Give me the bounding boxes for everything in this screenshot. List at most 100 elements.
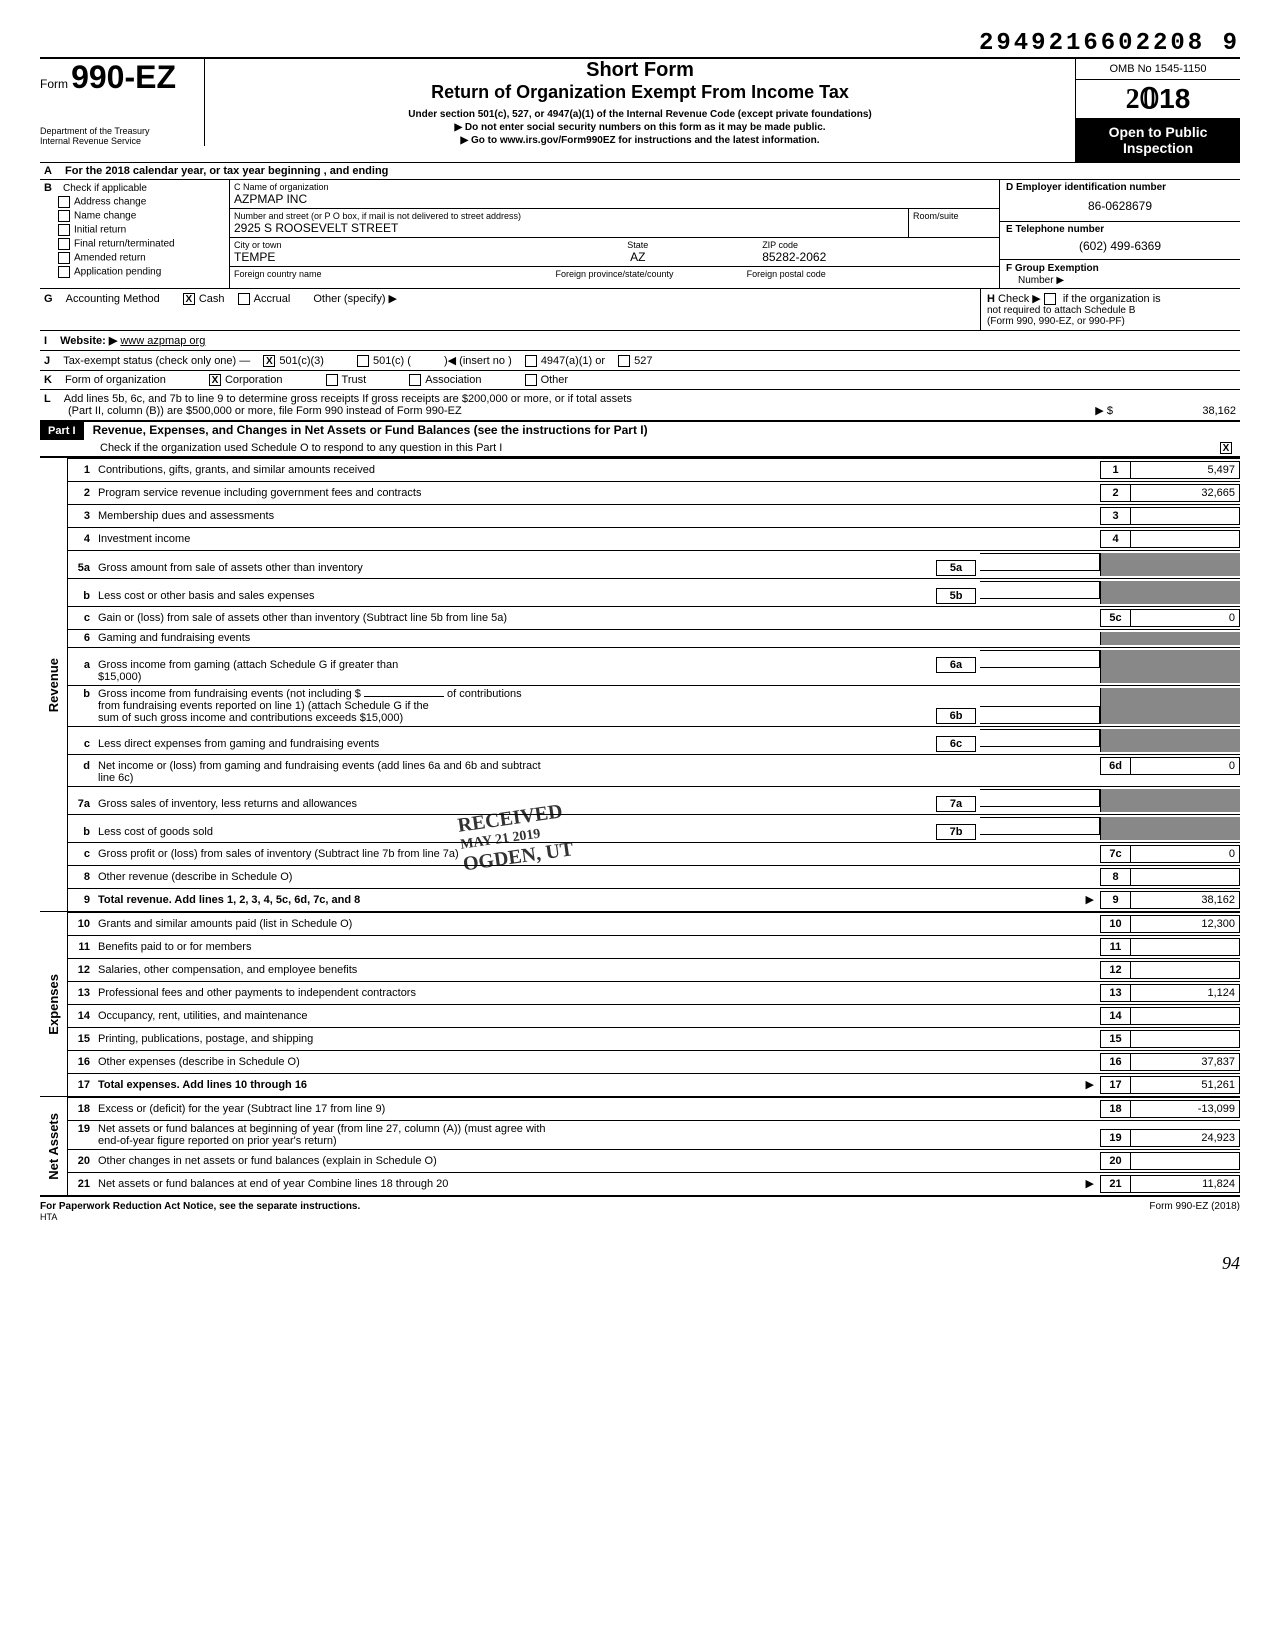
501c-other-label: 501(c) ( bbox=[373, 355, 411, 367]
foreign-postal-label: Foreign postal code bbox=[743, 267, 999, 281]
chk-initial-return[interactable] bbox=[58, 224, 70, 236]
title-sub3: ▶ Go to www.irs.gov/Form990EZ for instru… bbox=[225, 135, 1055, 146]
opt-name-change: Name change bbox=[74, 211, 136, 222]
line-d: dNet income or (loss) from gaming and fu… bbox=[68, 754, 1240, 786]
street-value: 2925 S ROOSEVELT STREET bbox=[234, 221, 904, 235]
chk-4947[interactable] bbox=[525, 355, 537, 367]
other-org-label: Other bbox=[541, 374, 569, 386]
chk-other-org[interactable] bbox=[525, 374, 537, 386]
chk-corporation[interactable]: X bbox=[209, 374, 221, 386]
section-b-letter: B bbox=[44, 182, 52, 194]
cash-label: Cash bbox=[199, 293, 225, 305]
form-number: 990-EZ bbox=[71, 59, 176, 95]
chk-application-pending[interactable] bbox=[58, 266, 70, 278]
l-letter: L bbox=[44, 393, 51, 405]
opt-amended-return: Amended return bbox=[74, 253, 146, 264]
assoc-label: Association bbox=[425, 374, 481, 386]
line-10: 10Grants and similar amounts paid (list … bbox=[68, 912, 1240, 935]
chk-trust[interactable] bbox=[326, 374, 338, 386]
k-letter: K bbox=[44, 374, 52, 386]
tax-year: 2𝟘201818 bbox=[1076, 80, 1240, 118]
l-value: 38,162 bbox=[1116, 405, 1236, 417]
other-specify: Other (specify) ▶ bbox=[313, 293, 397, 305]
chk-final-return[interactable] bbox=[58, 238, 70, 250]
d-label: D Employer identification number bbox=[1006, 182, 1234, 193]
line-11: 11Benefits paid to or for members11 bbox=[68, 935, 1240, 958]
line-7a: 7aGross sales of inventory, less returns… bbox=[68, 786, 1240, 814]
line-b: bLess cost or other basis and sales expe… bbox=[68, 578, 1240, 606]
chk-schedule-o[interactable]: X bbox=[1220, 442, 1232, 454]
foreign-country-label: Foreign country name bbox=[230, 267, 486, 281]
line-13: 13Professional fees and other payments t… bbox=[68, 981, 1240, 1004]
netassets-section-label: Net Assets bbox=[44, 1103, 63, 1190]
e-label: E Telephone number bbox=[1006, 224, 1234, 235]
part1-sub: Check if the organization used Schedule … bbox=[100, 442, 502, 454]
dept-line2: Internal Revenue Service bbox=[40, 136, 194, 146]
line-5a: 5aGross amount from sale of assets other… bbox=[68, 550, 1240, 578]
title-block: Short Form Return of Organization Exempt… bbox=[215, 59, 1065, 148]
line-b: bLess cost of goods sold7b bbox=[68, 814, 1240, 842]
line-a-text: For the 2018 calendar year, or tax year … bbox=[65, 165, 388, 177]
phone-value: (602) 499-6369 bbox=[1006, 235, 1234, 257]
title-sub2: ▶ Do not enter social security numbers o… bbox=[225, 122, 1055, 133]
revenue-section-label: Revenue bbox=[44, 648, 63, 722]
c-label: C Name of organization bbox=[234, 182, 995, 192]
l-arrow: ▶ $ bbox=[1095, 405, 1113, 417]
line-20: 20Other changes in net assets or fund ba… bbox=[68, 1149, 1240, 1172]
expenses-section-label: Expenses bbox=[44, 964, 63, 1045]
dept-line1: Department of the Treasury bbox=[40, 126, 194, 136]
tracking-number: 2949216602208 9 bbox=[40, 30, 1240, 57]
section-b-title: Check if applicable bbox=[63, 183, 147, 194]
website-value: www azpmap org bbox=[120, 335, 205, 347]
line-15: 15Printing, publications, postage, and s… bbox=[68, 1027, 1240, 1050]
chk-501c-other[interactable] bbox=[357, 355, 369, 367]
omb-number: OMB No 1545-1150 bbox=[1076, 59, 1240, 80]
h-letter: H bbox=[987, 293, 995, 305]
chk-name-change[interactable] bbox=[58, 210, 70, 222]
line-18: 18Excess or (deficit) for the year (Subt… bbox=[68, 1097, 1240, 1120]
g-letter: G bbox=[44, 293, 53, 305]
line-4: 4Investment income4 bbox=[68, 527, 1240, 550]
org-name: AZPMAP INC bbox=[234, 192, 995, 206]
trust-label: Trust bbox=[342, 374, 367, 386]
chk-cash[interactable]: X bbox=[183, 293, 195, 305]
k-label: Form of organization bbox=[65, 374, 166, 386]
city-value: TEMPE bbox=[234, 250, 513, 264]
501c3-label: 501(c)(3) bbox=[279, 355, 324, 367]
street-label: Number and street (or P O box, if mail i… bbox=[234, 211, 904, 221]
h-line2: not required to attach Schedule B bbox=[987, 305, 1234, 316]
l-text1: Add lines 5b, 6c, and 7b to line 9 to de… bbox=[64, 393, 632, 405]
right-block: OMB No 1545-1150 2𝟘201818 Open to Public… bbox=[1075, 59, 1240, 162]
page-mark: 94 bbox=[40, 1253, 1240, 1274]
insert-no: )◀ (insert no ) bbox=[444, 355, 512, 367]
f-label: F Group Exemption bbox=[1006, 263, 1099, 274]
l-text2: (Part II, column (B)) are $500,000 or mo… bbox=[68, 405, 462, 417]
chk-schedule-b[interactable] bbox=[1044, 293, 1056, 305]
chk-527[interactable] bbox=[618, 355, 630, 367]
opt-final-return: Final return/terminated bbox=[74, 239, 175, 250]
line-c: cGross profit or (loss) from sales of in… bbox=[68, 842, 1240, 865]
line-14: 14Occupancy, rent, utilities, and mainte… bbox=[68, 1004, 1240, 1027]
line-c: cLess direct expenses from gaming and fu… bbox=[68, 726, 1240, 754]
ein-value: 86-0628679 bbox=[1006, 193, 1234, 219]
chk-address-change[interactable] bbox=[58, 196, 70, 208]
h-line3: (Form 990, 990-EZ, or 990-PF) bbox=[987, 316, 1234, 327]
opt-application-pending: Application pending bbox=[74, 267, 161, 278]
line-c: cGain or (loss) from sale of assets othe… bbox=[68, 606, 1240, 629]
j-label: Tax-exempt status (check only one) — bbox=[63, 355, 250, 367]
open-public: Open to Public Inspection bbox=[1076, 118, 1240, 162]
chk-amended-return[interactable] bbox=[58, 252, 70, 264]
4947-label: 4947(a)(1) or bbox=[541, 355, 605, 367]
line-17: 17Total expenses. Add lines 10 through 1… bbox=[68, 1073, 1240, 1096]
h-check-text: Check ▶ bbox=[998, 293, 1041, 305]
line-16: 16Other expenses (describe in Schedule O… bbox=[68, 1050, 1240, 1073]
title-sub1: Under section 501(c), 527, or 4947(a)(1)… bbox=[225, 109, 1055, 120]
part1-title: Revenue, Expenses, and Changes in Net As… bbox=[93, 423, 648, 437]
part1-header: Part I bbox=[40, 422, 84, 440]
line-12: 12Salaries, other compensation, and empl… bbox=[68, 958, 1240, 981]
title-line1: Short Form bbox=[225, 59, 1055, 82]
chk-association[interactable] bbox=[409, 374, 421, 386]
chk-accrual[interactable] bbox=[238, 293, 250, 305]
form-name-box: Form 990-EZ Department of the Treasury I… bbox=[40, 59, 205, 146]
chk-501c3[interactable]: X bbox=[263, 355, 275, 367]
